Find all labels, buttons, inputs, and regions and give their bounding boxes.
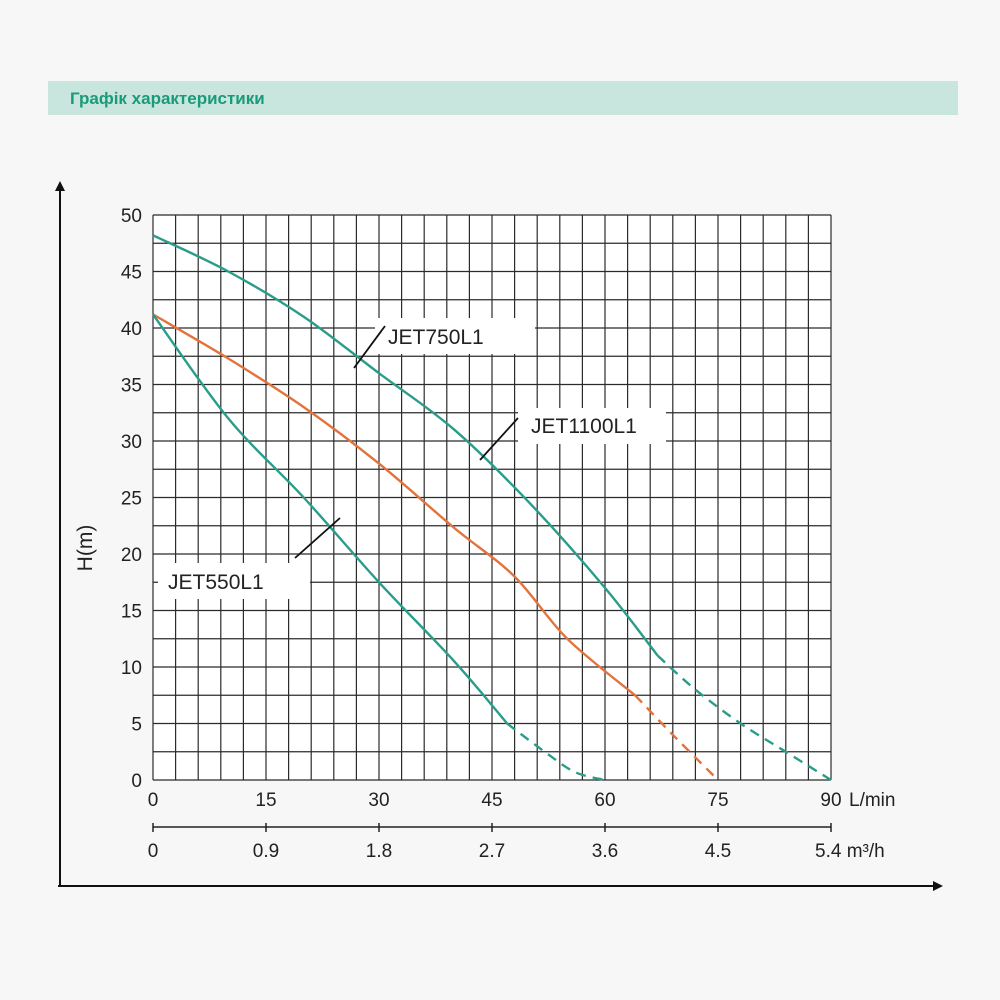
series-jet550l1-line bbox=[152, 313, 509, 725]
series-label-jet550l1-leader bbox=[294, 517, 341, 559]
secondary-tick-label: 1.8 bbox=[366, 841, 392, 862]
page-title: Графік характеристики bbox=[70, 89, 265, 108]
y-tick-label: 35 bbox=[121, 376, 142, 397]
series-label-jet1100l1-leader bbox=[479, 417, 519, 461]
series-label-jet550l1-background bbox=[158, 563, 310, 599]
series-label-jet1100l1: JET1100L1 bbox=[531, 415, 637, 438]
x-tick-label: 90 bbox=[820, 790, 841, 811]
axes: 0 5 10 15 20 25 30 35 40 45 50 H(m) 0 15 30 45 60 75 90 L/m… bbox=[55, 181, 943, 891]
y-tick-label: 30 bbox=[121, 432, 142, 453]
secondary-tick-label: 0 bbox=[148, 841, 159, 862]
y-tick-label: 5 bbox=[131, 715, 142, 736]
y-tick-label: 0 bbox=[131, 771, 142, 792]
x-tick-label: 45 bbox=[481, 790, 502, 811]
y-tick-label: 25 bbox=[121, 489, 142, 510]
secondary-tick-label: 3.6 bbox=[592, 841, 618, 862]
series-label-jet750l1: JET750L1 bbox=[388, 326, 484, 349]
header-band: Графік характеристики bbox=[48, 81, 958, 115]
y-tick-label: 45 bbox=[121, 263, 142, 284]
x-tick-label: 0 bbox=[148, 790, 159, 811]
y-tick-label: 20 bbox=[121, 545, 142, 566]
x-tick-label: 60 bbox=[594, 790, 615, 811]
x-tick-label: 75 bbox=[707, 790, 728, 811]
y-axis-label: H(m) bbox=[74, 525, 97, 572]
secondary-tick-label: 0.9 bbox=[253, 841, 279, 862]
series-label-jet750l1-leader bbox=[353, 325, 386, 369]
series-jet750l1-dashed-line bbox=[656, 654, 832, 782]
series-jet1100l1-line bbox=[152, 313, 636, 697]
y-tick-label: 40 bbox=[121, 319, 142, 340]
y-tick-label: 15 bbox=[121, 602, 142, 623]
series-label-jet750l1-background bbox=[375, 318, 535, 354]
series-label-jet550l1: JET550L1 bbox=[168, 571, 264, 594]
secondary-tick-label: 5.4 m³/h bbox=[815, 841, 885, 862]
series-jet550l1-dashed-line bbox=[506, 722, 606, 782]
series-labels: JET750L1 JET1100L1 JET550L1 bbox=[158, 318, 666, 599]
series-jet1100l1-dashed-line bbox=[634, 694, 719, 781]
secondary-tick-label: 2.7 bbox=[479, 841, 505, 862]
x-tick-label: 30 bbox=[368, 790, 389, 811]
secondary-tick-label: 4.5 bbox=[705, 841, 731, 862]
x-tick-label: 15 bbox=[255, 790, 276, 811]
x-unit-label: L/min bbox=[849, 790, 895, 811]
y-tick-label: 50 bbox=[121, 206, 142, 227]
grid bbox=[152, 214, 832, 781]
series-jet750l1-line bbox=[152, 234, 659, 657]
series bbox=[152, 234, 832, 782]
y-tick-label: 10 bbox=[121, 658, 142, 679]
series-label-jet1100l1-background bbox=[518, 408, 666, 444]
